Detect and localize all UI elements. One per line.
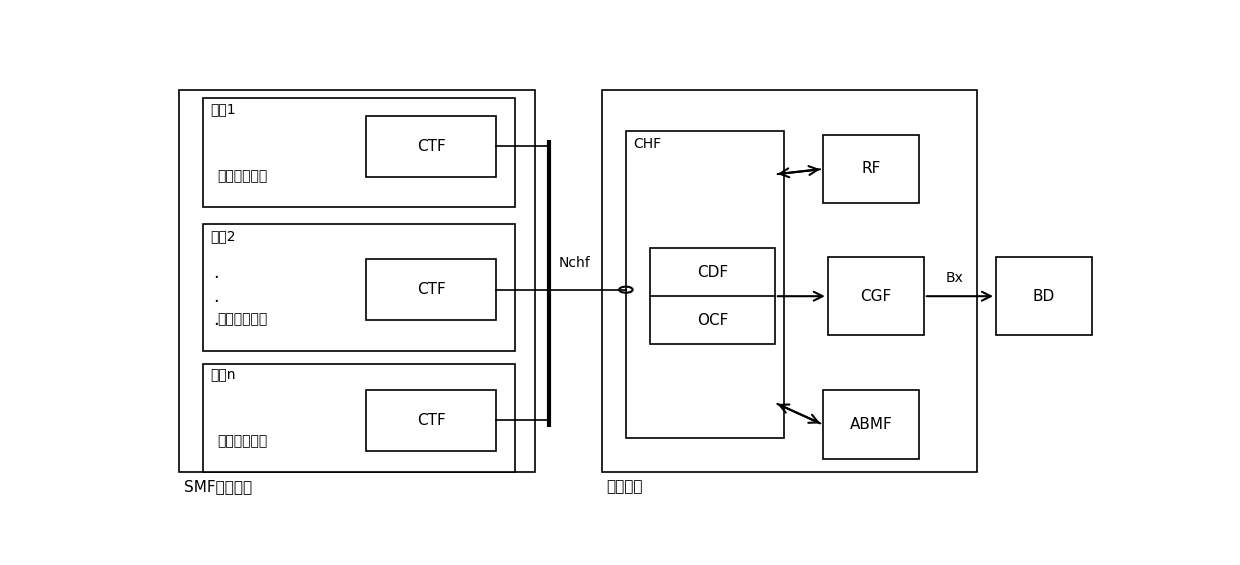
Text: CHF: CHF — [634, 137, 662, 151]
Text: Bx: Bx — [946, 271, 963, 285]
Text: CDF: CDF — [697, 265, 728, 280]
Bar — [179, 90, 534, 472]
Text: 切片1: 切片1 — [211, 103, 237, 116]
Text: ABMF: ABMF — [849, 417, 893, 432]
Text: .: . — [213, 263, 218, 281]
Text: .: . — [213, 288, 218, 306]
Text: 计费系统: 计费系统 — [606, 479, 644, 494]
Bar — [203, 364, 516, 472]
Text: CTF: CTF — [417, 138, 445, 154]
Bar — [367, 116, 496, 176]
Bar — [823, 390, 919, 459]
Text: .: . — [213, 311, 218, 329]
Text: CGF: CGF — [861, 289, 892, 304]
Bar — [367, 390, 496, 451]
Text: 网络切片功能: 网络切片功能 — [217, 312, 268, 327]
Text: CTF: CTF — [417, 412, 445, 428]
Bar — [996, 257, 1092, 336]
Text: RF: RF — [862, 162, 880, 176]
Bar — [203, 224, 516, 350]
Text: 切片n: 切片n — [211, 368, 237, 382]
Text: BD: BD — [1033, 289, 1055, 304]
Text: 网络切片功能: 网络切片功能 — [217, 434, 268, 449]
Bar — [367, 259, 496, 320]
Bar — [828, 257, 924, 336]
Text: SMF功能实体: SMF功能实体 — [184, 479, 252, 494]
Bar — [823, 135, 919, 203]
Bar — [626, 131, 785, 437]
Text: 切片2: 切片2 — [211, 229, 237, 243]
Text: 网络切片功能: 网络切片功能 — [217, 169, 268, 183]
Text: Nchf: Nchf — [558, 256, 590, 270]
Bar — [601, 90, 977, 472]
Bar — [203, 98, 516, 207]
Text: CTF: CTF — [417, 282, 445, 297]
Bar — [650, 249, 775, 344]
Text: OCF: OCF — [697, 312, 728, 328]
